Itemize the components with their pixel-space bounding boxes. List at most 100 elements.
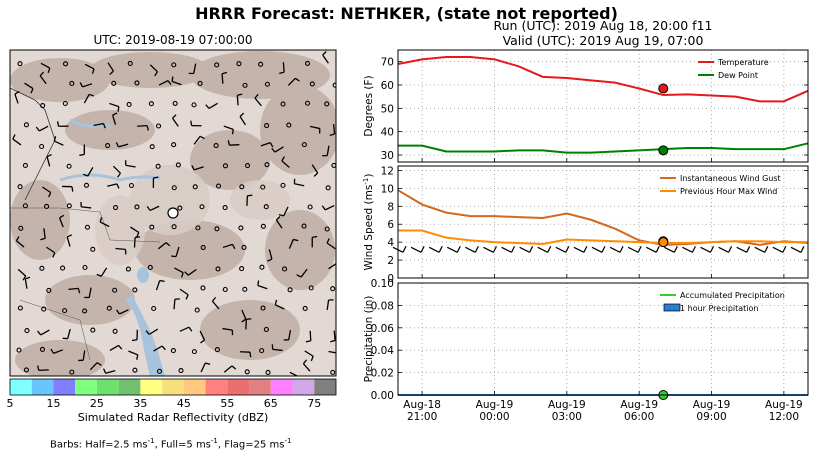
y-axis-label: Degrees (F) xyxy=(363,75,375,136)
wind-barb-flag xyxy=(91,68,95,74)
wind-barb xyxy=(736,246,747,253)
wind-barb xyxy=(174,267,184,274)
calm-marker xyxy=(191,102,197,108)
calm-marker xyxy=(128,182,135,189)
wind-barb xyxy=(112,165,121,174)
wind-barb-flag xyxy=(52,252,56,258)
wind-barb-flag xyxy=(281,156,286,162)
wind-barb-flag xyxy=(547,246,552,253)
calm-marker xyxy=(330,286,336,292)
wind-barb-flag xyxy=(146,125,149,131)
wind-barb-flag xyxy=(50,348,55,354)
wind-barb-flag xyxy=(116,309,120,315)
wind-barb-flag xyxy=(102,368,107,374)
wind-barb xyxy=(172,117,179,127)
wind-barb-flag xyxy=(146,205,151,211)
map-title: UTC: 2019-08-19 07:00:00 xyxy=(93,33,253,47)
wind-barb-flag xyxy=(764,246,769,253)
wind-barb-flag xyxy=(321,205,326,211)
wind-barb xyxy=(88,287,92,298)
wind-barb xyxy=(700,246,711,253)
wind-barb-flag xyxy=(199,135,205,140)
wind-barb xyxy=(304,350,314,357)
wind-barb-flag xyxy=(420,246,425,253)
calm-marker xyxy=(111,80,117,86)
wind-barb xyxy=(149,64,158,73)
calm-marker xyxy=(23,122,29,128)
x-tick-label: 00:00 xyxy=(479,411,509,423)
colorbar-swatch xyxy=(292,379,315,395)
plot-frame xyxy=(397,282,809,396)
colorbar-tick-label: 65 xyxy=(264,397,278,410)
wind-barb-flag xyxy=(673,246,678,253)
calm-marker xyxy=(222,205,228,211)
colorbar-swatch xyxy=(75,379,97,395)
calm-marker xyxy=(155,163,161,169)
calm-marker xyxy=(62,308,68,314)
calm-marker xyxy=(194,307,200,313)
wind-barb xyxy=(137,124,148,127)
wind-barb xyxy=(682,246,693,253)
colorbar-swatch xyxy=(205,379,228,395)
wind-barb xyxy=(288,239,294,249)
y-tick-label: 8 xyxy=(387,201,394,213)
calm-marker xyxy=(213,143,219,149)
wind-barb-flag xyxy=(257,280,260,286)
calm-marker xyxy=(148,101,154,107)
calm-marker xyxy=(132,287,138,293)
legend-label: Dew Point xyxy=(718,71,758,80)
calm-marker xyxy=(260,223,266,229)
wind-barb xyxy=(282,62,285,73)
wind-barb-flag xyxy=(254,93,259,99)
wind-barb xyxy=(173,299,176,310)
calm-marker xyxy=(24,328,30,334)
wind-barb xyxy=(300,268,308,278)
wind-barb xyxy=(83,94,90,104)
calm-marker xyxy=(46,287,52,293)
calm-marker xyxy=(307,204,313,210)
y-tick-label: 40 xyxy=(381,127,394,139)
calm-marker xyxy=(171,224,177,230)
wind-barb xyxy=(294,183,305,187)
colorbar-swatch xyxy=(96,379,119,395)
calm-marker xyxy=(125,266,131,272)
wind-barb xyxy=(289,371,299,376)
colorbar-swatch xyxy=(249,379,271,395)
calm-marker xyxy=(17,305,23,311)
wind-barb-flag xyxy=(46,154,52,158)
calm-marker xyxy=(264,81,270,87)
wind-barb xyxy=(283,206,289,217)
wind-barb xyxy=(179,326,190,332)
wind-barb xyxy=(223,365,233,373)
wind-barb xyxy=(222,243,233,249)
wind-barb-flag xyxy=(438,246,443,253)
wind-barb xyxy=(130,226,140,234)
legend-label: Previous Hour Max Wind xyxy=(680,187,777,196)
plot-frame xyxy=(397,165,809,279)
calm-marker xyxy=(324,226,330,232)
wind-barb xyxy=(591,246,603,253)
wind-barb xyxy=(483,246,494,253)
y-tick-label: 2 xyxy=(387,255,394,267)
wind-barb-flag xyxy=(205,104,210,109)
x-tick-label: 12:00 xyxy=(769,411,799,423)
calm-marker xyxy=(90,246,96,252)
wind-barb xyxy=(268,249,273,260)
wind-barb-flag xyxy=(159,279,165,282)
wind-barb-flag xyxy=(275,216,281,221)
y-tick-label: 0.02 xyxy=(371,368,394,380)
calm-marker xyxy=(84,224,91,230)
wind-barb-flag xyxy=(221,71,228,75)
wind-barb xyxy=(200,362,206,373)
wind-barb-flag xyxy=(294,77,300,82)
wind-barb-flag xyxy=(15,236,20,242)
wind-barb xyxy=(332,123,336,135)
wind-barb xyxy=(309,125,320,130)
calm-marker xyxy=(106,305,112,311)
wind-barb xyxy=(43,228,46,239)
x-tick-label: Aug-19 xyxy=(548,399,586,411)
wind-barb-flag xyxy=(161,345,166,351)
x-tick-label: Aug-19 xyxy=(620,399,658,411)
x-tick-label: Aug-19 xyxy=(476,399,514,411)
wind-barb-flag xyxy=(48,192,52,198)
